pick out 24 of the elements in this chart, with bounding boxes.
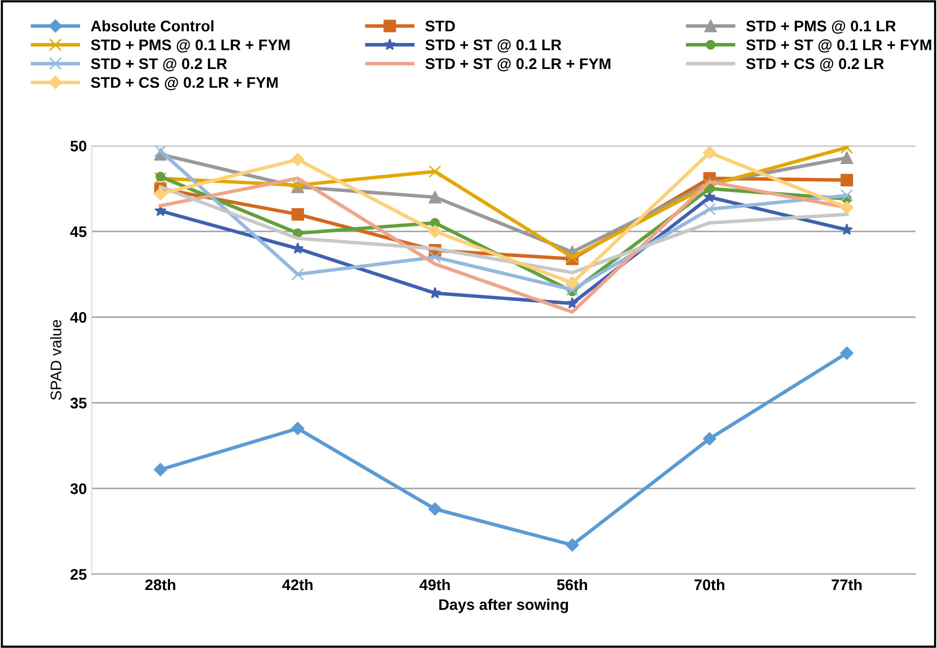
legend-label: STD + ST @ 0.2 LR + FYM (425, 58, 610, 72)
y-axis-title: SPAD value (50, 320, 62, 400)
y-tick-label: 40 (70, 312, 86, 323)
legend-label: Absolute Control (90, 20, 214, 32)
x-tick-label: 42th (282, 578, 312, 590)
legend-label: STD + CS @ 0.2 LR + FYM (90, 76, 278, 90)
x-tick-label: 70th (694, 578, 724, 590)
legend-label: STD + ST @ 0.1 LR + FYM (746, 39, 932, 53)
x-tick-label: 56th (557, 578, 588, 590)
y-tick-label: 25 (70, 568, 87, 580)
legend-label: STD + CS @ 0.2 LR (746, 58, 884, 72)
legend-label: STD + ST @ 0.2 LR (90, 58, 227, 72)
legend-label: STD + PMS @ 0.1 LR + FYM (90, 39, 290, 53)
legend-label: STD + ST @ 0.1 LR (425, 39, 562, 53)
y-tick-label: 30 (70, 483, 86, 494)
x-tick-label: 28th (145, 578, 176, 590)
legend-label: STD (425, 20, 455, 32)
y-tick-label: 50 (70, 140, 86, 152)
x-tick-label: 49th (420, 578, 450, 590)
legend-label: STD + PMS @ 0.1 LR (746, 20, 896, 34)
x-axis-title: Days after sowing (439, 598, 568, 614)
y-tick-label: 35 (70, 398, 87, 409)
y-tick-label: 45 (70, 226, 87, 238)
x-tick-label: 77th (832, 578, 862, 590)
